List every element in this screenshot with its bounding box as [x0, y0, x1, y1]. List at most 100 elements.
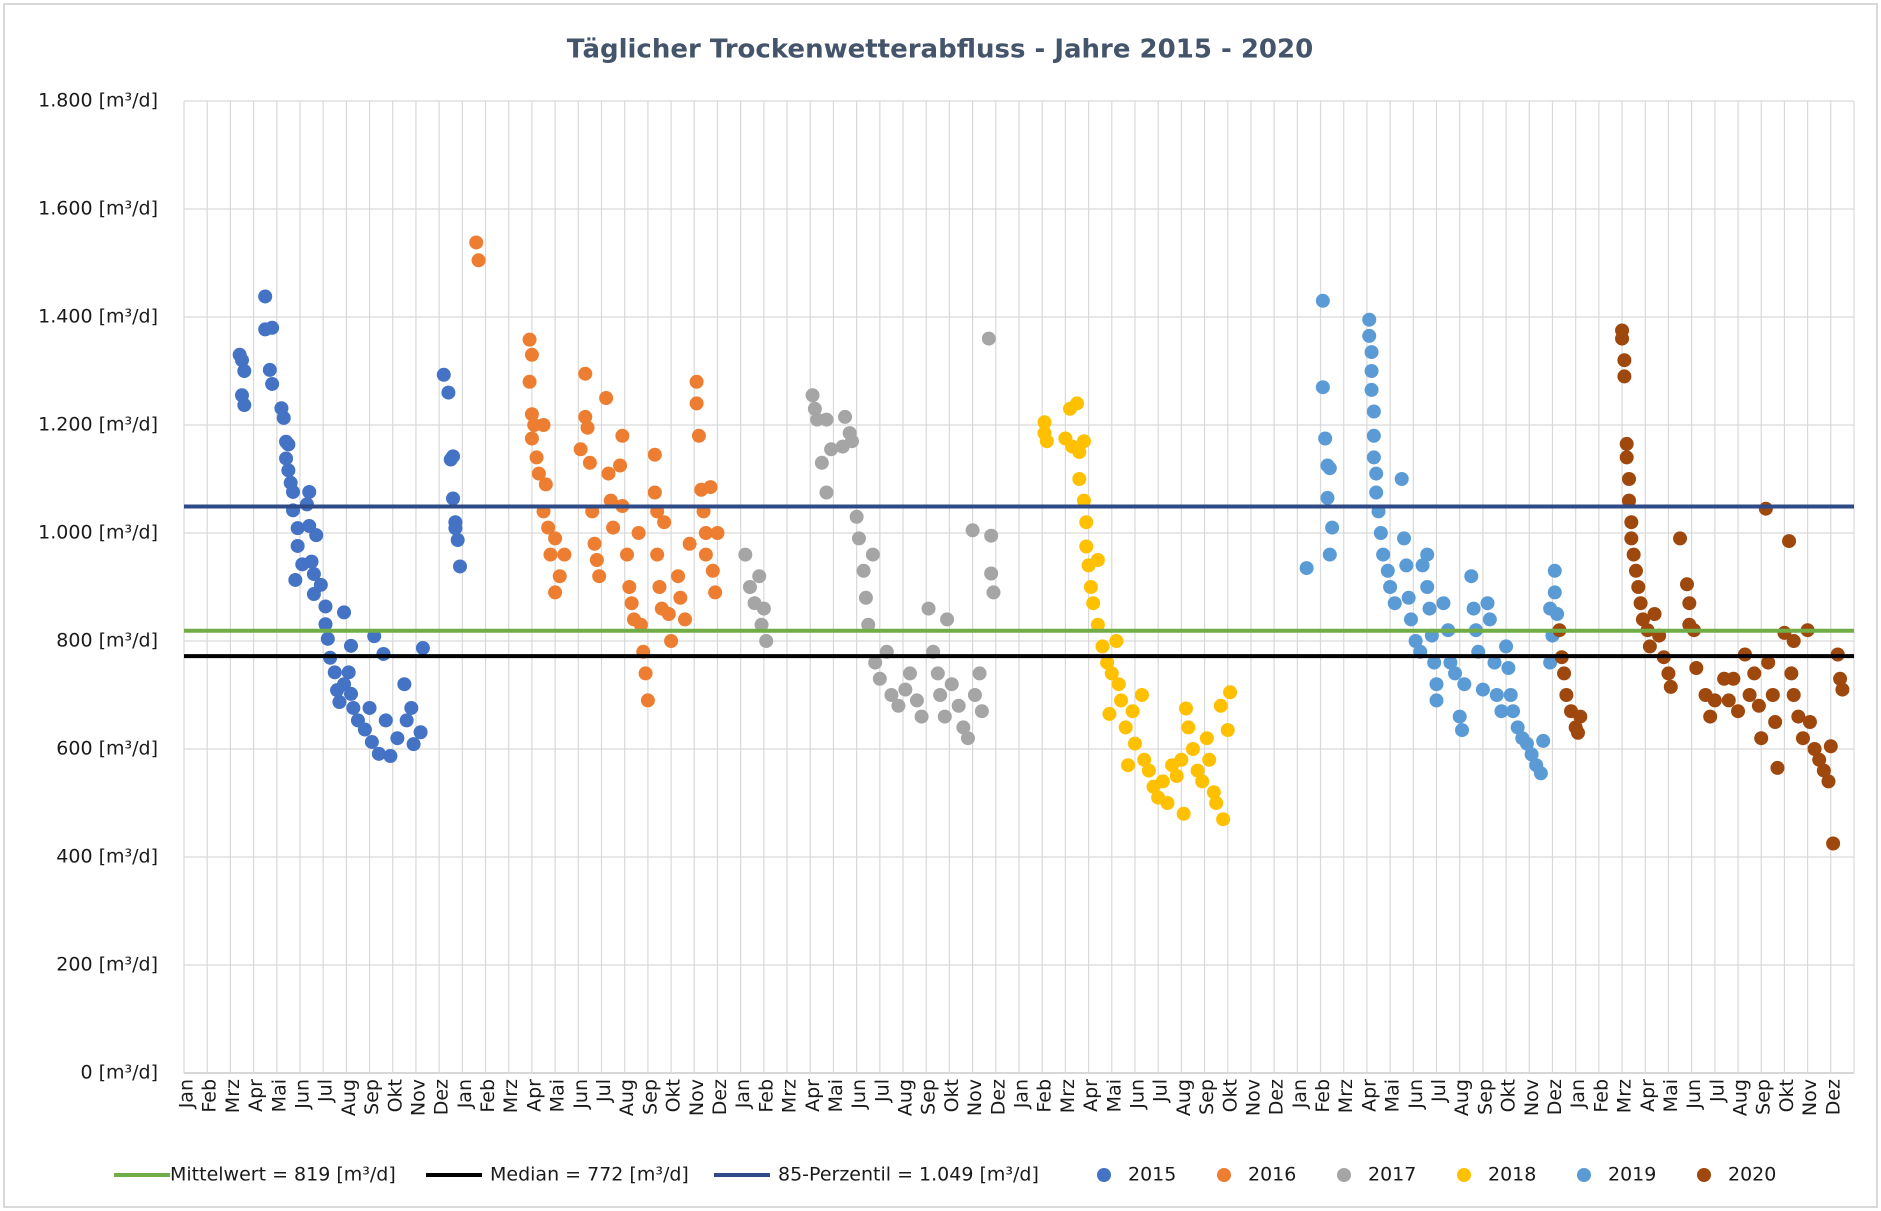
data-point [1220, 723, 1235, 738]
data-point [290, 521, 305, 536]
data-point [898, 682, 913, 697]
data-point [1318, 431, 1333, 446]
data-point [1169, 769, 1184, 783]
data-point [1373, 526, 1388, 540]
data-point [1647, 607, 1662, 621]
data-point [615, 428, 630, 443]
data-point [1420, 580, 1435, 594]
data-point [1429, 677, 1444, 692]
legend-label: 2015 [1128, 1164, 1176, 1186]
data-point [1635, 612, 1650, 627]
data-point [318, 599, 333, 614]
data-point [1114, 693, 1129, 708]
data-point [805, 388, 820, 403]
data-point [313, 577, 328, 592]
data-point [1761, 655, 1776, 670]
data-point [698, 547, 713, 562]
x-tick-label: Mrz [779, 1079, 801, 1113]
data-point [541, 520, 556, 535]
data-point [302, 484, 317, 499]
y-tick-label: 800 [m³/d] [56, 630, 158, 652]
x-tick-label: Aug [338, 1079, 360, 1116]
data-point [664, 634, 679, 648]
x-tick-label: Dez [1266, 1079, 1288, 1115]
legend-label: Median = 772 [m³/d] [490, 1164, 689, 1186]
x-tick-label: Jan [454, 1079, 476, 1109]
x-tick-label: Apr [523, 1079, 545, 1112]
data-point [944, 677, 959, 692]
data-point [1076, 434, 1091, 449]
data-point [1369, 485, 1384, 500]
data-point [633, 617, 648, 632]
data-point [281, 463, 296, 478]
data-point [557, 547, 572, 562]
data-point [441, 385, 456, 400]
data-point [1464, 569, 1479, 584]
data-point [814, 455, 829, 470]
data-point [1090, 617, 1105, 632]
data-point [974, 704, 989, 719]
data-point [1765, 688, 1780, 702]
data-point [1816, 763, 1831, 778]
data-point [1079, 539, 1094, 554]
data-point [1633, 596, 1648, 611]
data-point [984, 566, 999, 581]
data-point [587, 536, 602, 551]
chart-border [3, 3, 1878, 1208]
data-point [698, 526, 713, 540]
data-point [1095, 639, 1110, 654]
data-point [1069, 396, 1084, 411]
data-point [1489, 688, 1504, 702]
data-point [522, 374, 537, 389]
data-point [1181, 720, 1196, 735]
data-point [678, 612, 692, 627]
data-point [845, 434, 859, 449]
data-point [582, 455, 597, 470]
legend-swatch [1337, 1168, 1351, 1182]
legend-label: 85-Perzentil = 1.049 [m³/d] [778, 1164, 1039, 1186]
x-tick-label: Jun [570, 1079, 592, 1110]
data-point [1176, 806, 1191, 821]
data-point [1448, 666, 1463, 681]
x-tick-label: Dez [709, 1079, 731, 1115]
data-point [1807, 742, 1822, 756]
x-tick-label: Jul [315, 1079, 337, 1103]
data-point [1812, 752, 1827, 767]
data-point [1482, 612, 1497, 627]
legend-swatch [1457, 1168, 1471, 1182]
x-tick-label: Sep [361, 1079, 383, 1115]
data-point [390, 731, 405, 746]
data-point [1768, 715, 1783, 729]
data-point [1366, 450, 1381, 465]
legend-swatch [1097, 1168, 1111, 1182]
data-point [868, 655, 883, 670]
data-point [299, 497, 314, 512]
data-point [1626, 547, 1641, 562]
data-point [1619, 436, 1634, 451]
data-point [378, 713, 393, 728]
x-tick-label: Mrz [1614, 1079, 1636, 1113]
data-point [914, 709, 929, 724]
data-point [652, 580, 667, 594]
data-point [640, 693, 655, 708]
x-tick-label: Aug [1451, 1079, 1473, 1116]
y-tick-label: 1.200 [m³/d] [38, 414, 158, 436]
data-point [1362, 328, 1377, 343]
x-tick-label: Mai [1382, 1079, 1404, 1112]
y-tick-label: 0 [m³/d] [80, 1062, 158, 1084]
data-point [237, 364, 252, 378]
data-point [1039, 434, 1054, 449]
data-point [1403, 612, 1418, 627]
data-point [448, 521, 463, 536]
x-tick-label: Jul [593, 1079, 615, 1103]
data-point [965, 523, 980, 538]
data-point [1494, 704, 1509, 719]
data-point [536, 418, 551, 432]
data-point [1707, 693, 1722, 708]
data-point [1680, 577, 1694, 592]
data-point [756, 601, 771, 616]
x-tick-label: Nov [407, 1079, 429, 1116]
data-point [1125, 704, 1140, 719]
data-point [1821, 774, 1836, 789]
